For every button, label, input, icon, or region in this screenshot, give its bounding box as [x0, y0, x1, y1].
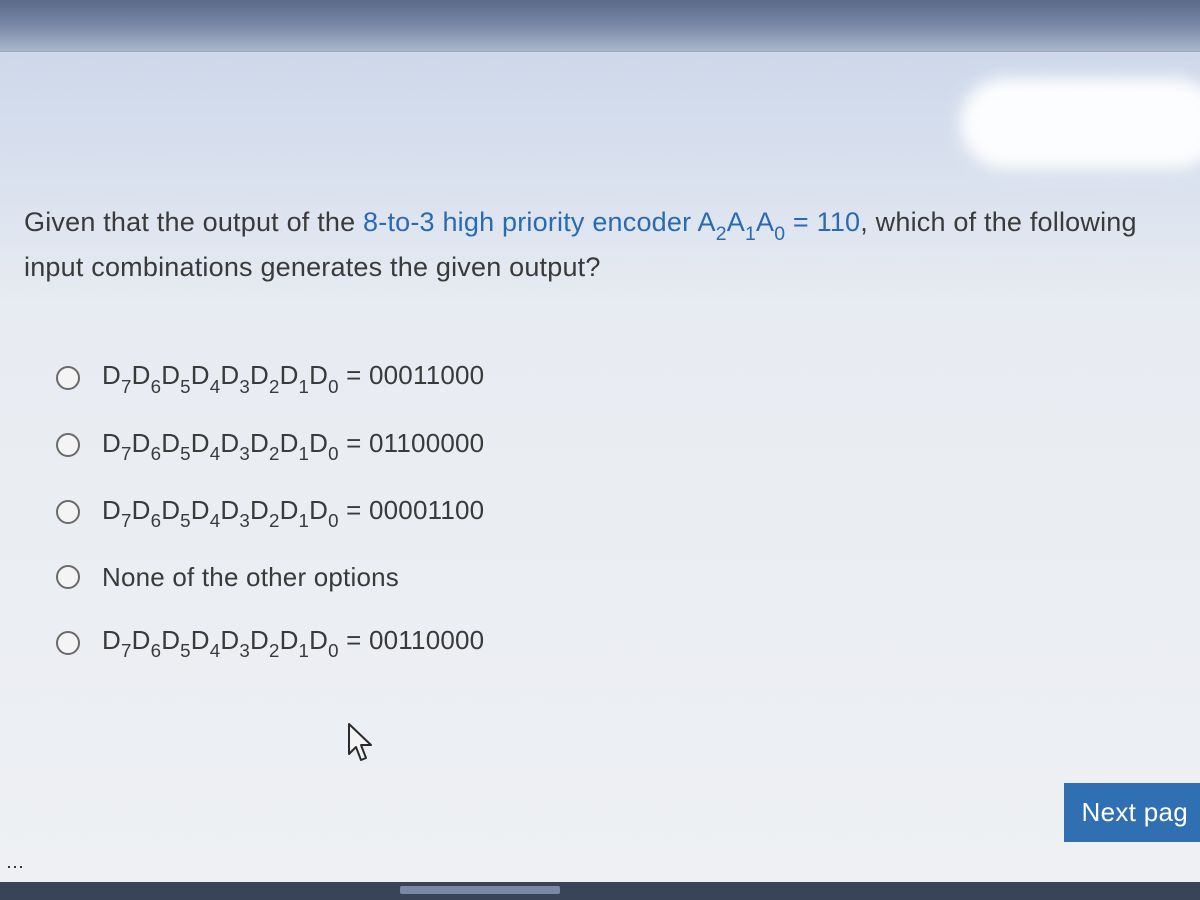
option-value: = 00110000	[339, 625, 485, 655]
question-highlight: 8-to-3 high priority encoder	[363, 207, 691, 237]
option-row[interactable]: None of the other options	[56, 562, 1176, 593]
options-list: D7D6D5D4D3D2D1D0 = 00011000 D7D6D5D4D3D2D…	[24, 360, 1176, 660]
cursor-icon	[345, 722, 379, 764]
radio-button[interactable]	[56, 631, 80, 655]
radio-button[interactable]	[56, 433, 80, 457]
question-text: Given that the output of the 8-to-3 high…	[24, 202, 1176, 288]
option-label: D7D6D5D4D3D2D1D0 = 00110000	[102, 625, 484, 660]
option-value: = 01100000	[339, 428, 485, 458]
next-page-button[interactable]: Next pag	[1064, 783, 1200, 842]
window-top-strip	[0, 0, 1200, 52]
option-row[interactable]: D7D6D5D4D3D2D1D0 = 00011000	[56, 360, 1176, 395]
option-row[interactable]: D7D6D5D4D3D2D1D0 = 01100000	[56, 428, 1176, 463]
radio-button[interactable]	[56, 366, 80, 390]
option-label: D7D6D5D4D3D2D1D0 = 00011000	[102, 360, 484, 395]
option-value: = 00011000	[339, 360, 485, 390]
option-row[interactable]: D7D6D5D4D3D2D1D0 = 00110000	[56, 625, 1176, 660]
option-label: D7D6D5D4D3D2D1D0 = 01100000	[102, 428, 484, 463]
taskbar-strip	[0, 882, 1200, 900]
option-value: = 00001100	[339, 495, 485, 525]
corner-dots: ⋯	[6, 857, 26, 878]
question-prefix: Given that the output of the	[24, 207, 363, 237]
glare-artifact	[960, 78, 1200, 168]
option-label: None of the other options	[102, 562, 399, 593]
taskbar-segment	[400, 886, 560, 894]
option-row[interactable]: D7D6D5D4D3D2D1D0 = 00001100	[56, 495, 1176, 530]
option-label: D7D6D5D4D3D2D1D0 = 00001100	[102, 495, 484, 530]
question-expr: A2A1A0 = 110	[698, 207, 861, 237]
radio-button[interactable]	[56, 500, 80, 524]
radio-button[interactable]	[56, 565, 80, 589]
